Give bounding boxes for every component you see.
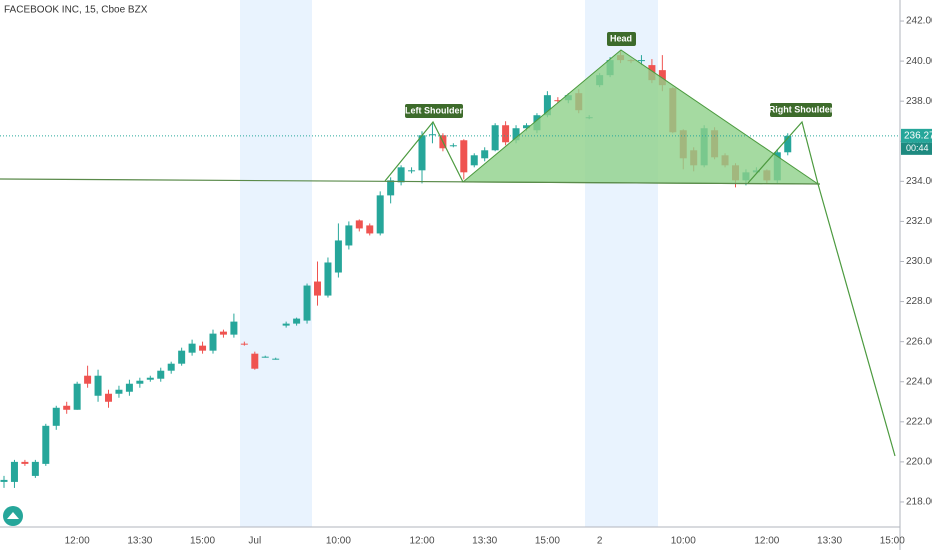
left-shoulder <box>384 120 464 183</box>
x-tick-label: 10:00 <box>326 536 351 547</box>
x-tick-label: Jul <box>248 536 261 547</box>
candle-body <box>136 380 144 384</box>
y-tick-label: 228.00 <box>906 296 932 307</box>
annotation-label: Left Shoulder <box>405 105 463 115</box>
candle-body <box>355 220 363 229</box>
candle-body <box>366 225 374 234</box>
candle-body <box>10 461 18 482</box>
candle-body <box>554 100 562 102</box>
candle-body <box>387 180 395 196</box>
candle-body <box>115 389 123 394</box>
candle-body <box>178 350 186 364</box>
x-tick-label: 13:30 <box>472 536 497 547</box>
x-tick-label: 15:00 <box>190 536 215 547</box>
candle-body <box>449 145 457 147</box>
candle-body <box>261 356 269 358</box>
y-tick-label: 232.00 <box>906 216 932 227</box>
right-shoulder <box>747 120 896 457</box>
candle-body <box>157 370 165 379</box>
candle-body <box>63 405 71 410</box>
y-tick-label: 234.00 <box>906 176 932 187</box>
y-tick-label: 220.00 <box>906 457 932 468</box>
candle-body <box>428 134 436 136</box>
x-tick-label: 15:00 <box>880 536 905 547</box>
candle-body <box>314 281 321 296</box>
candle-body <box>188 343 196 353</box>
y-tick-label: 222.00 <box>906 416 932 427</box>
candle-body <box>240 343 248 345</box>
x-tick-label: 12:00 <box>65 536 90 547</box>
countdown-tag <box>901 142 932 155</box>
candle-body <box>376 195 384 234</box>
candle-body <box>345 225 353 246</box>
candle-body <box>293 318 301 324</box>
price-tag <box>901 128 932 143</box>
annotation: Left Shoulder <box>405 104 463 118</box>
candle-body <box>31 461 39 476</box>
x-tick-label: 12:00 <box>409 536 434 547</box>
x-tick-label: 15:00 <box>535 536 560 547</box>
candle-body <box>491 125 499 151</box>
candle-body <box>460 140 468 173</box>
candle-body <box>84 375 92 384</box>
candle-body <box>282 323 290 326</box>
annotation-label: Right Shoulder <box>769 104 834 114</box>
y-tick-label: 240.00 <box>906 56 932 67</box>
chart-title: FACEBOOK INC, 15, Cboe BZX <box>4 5 148 16</box>
neckline <box>0 178 821 185</box>
x-tick-label: 13:30 <box>127 536 152 547</box>
candle-body <box>784 135 792 153</box>
candle-body <box>481 150 489 159</box>
candle-body <box>637 60 645 62</box>
x-tick-label: 12:00 <box>754 536 779 547</box>
annotation: Head <box>607 32 636 46</box>
candle-body <box>146 377 154 380</box>
candle-body <box>230 321 238 335</box>
candle-body <box>167 363 175 371</box>
candle-body <box>21 461 29 464</box>
candle-body <box>418 135 426 171</box>
candle-body <box>125 383 133 392</box>
candle-body <box>209 333 217 351</box>
candle-body <box>334 240 342 273</box>
candle-body <box>0 479 8 482</box>
candle-body <box>502 125 510 143</box>
candle-body <box>251 353 259 369</box>
price-tag-label: 236.27 <box>904 130 932 141</box>
candle-body <box>73 383 81 410</box>
candle-body <box>523 125 530 129</box>
y-tick-label: 226.00 <box>906 336 932 347</box>
candle-body <box>219 331 227 335</box>
candle-body <box>42 425 50 464</box>
candle-body <box>199 345 207 351</box>
countdown-label: 00:44 <box>906 143 929 153</box>
candle-body <box>512 128 520 141</box>
x-tick-label: 2 <box>597 536 603 547</box>
candle-body <box>408 170 416 172</box>
x-tick-label: 10:00 <box>671 536 696 547</box>
candle-body <box>105 393 112 402</box>
y-tick-label: 242.00 <box>906 16 932 27</box>
annotation-label: Head <box>610 33 632 43</box>
candle-body <box>303 285 311 321</box>
candle-body <box>52 407 60 426</box>
y-tick-label: 218.00 <box>906 497 932 508</box>
session-shade <box>240 0 312 527</box>
y-tick-label: 224.00 <box>906 376 932 387</box>
candle-body <box>94 375 102 396</box>
annotation: Right Shoulder <box>769 103 834 117</box>
y-tick-label: 230.00 <box>906 256 932 267</box>
y-tick-label: 238.00 <box>906 96 932 107</box>
x-tick-label: 13:30 <box>817 536 842 547</box>
candle-body <box>272 358 280 360</box>
candle-body <box>543 95 551 116</box>
candle-body <box>397 167 405 183</box>
candle-body <box>324 262 332 296</box>
candle-body <box>470 155 478 166</box>
logo-icon <box>7 512 19 519</box>
